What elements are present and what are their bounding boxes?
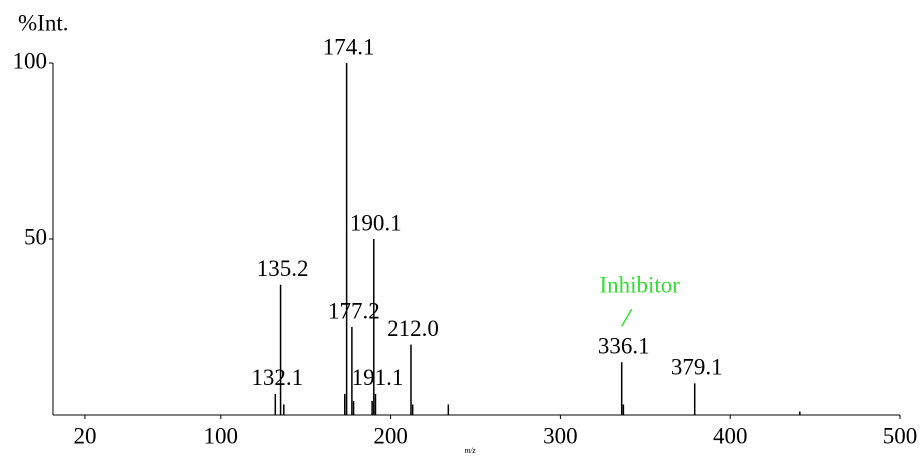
annotation: Inhibitor — [599, 272, 680, 297]
peak-label: 336.1 — [598, 333, 650, 358]
peak-label: 177.2 — [328, 298, 380, 323]
peak-label: 190.1 — [350, 210, 402, 235]
annotation-pointer — [621, 308, 633, 327]
y-tick-label: 100 — [13, 48, 48, 73]
x-tick-label: 20 — [73, 423, 96, 448]
x-tick-label: 500 — [883, 423, 918, 448]
peak-label: 132.1 — [251, 365, 303, 390]
peak-label: 212.0 — [387, 316, 439, 341]
x-tick-label: 200 — [373, 423, 408, 448]
peak-label: 379.1 — [671, 355, 723, 380]
peak-label: 135.2 — [257, 256, 309, 281]
peak-label: 191.1 — [352, 365, 404, 390]
x-axis-label: m/z — [464, 446, 476, 455]
x-tick-label: 400 — [713, 423, 748, 448]
x-tick-label: 300 — [543, 423, 578, 448]
peak-label: 174.1 — [323, 34, 375, 59]
y-axis-label: %Int. — [18, 10, 68, 35]
x-tick-label: 100 — [204, 423, 239, 448]
y-tick-label: 50 — [24, 224, 47, 249]
